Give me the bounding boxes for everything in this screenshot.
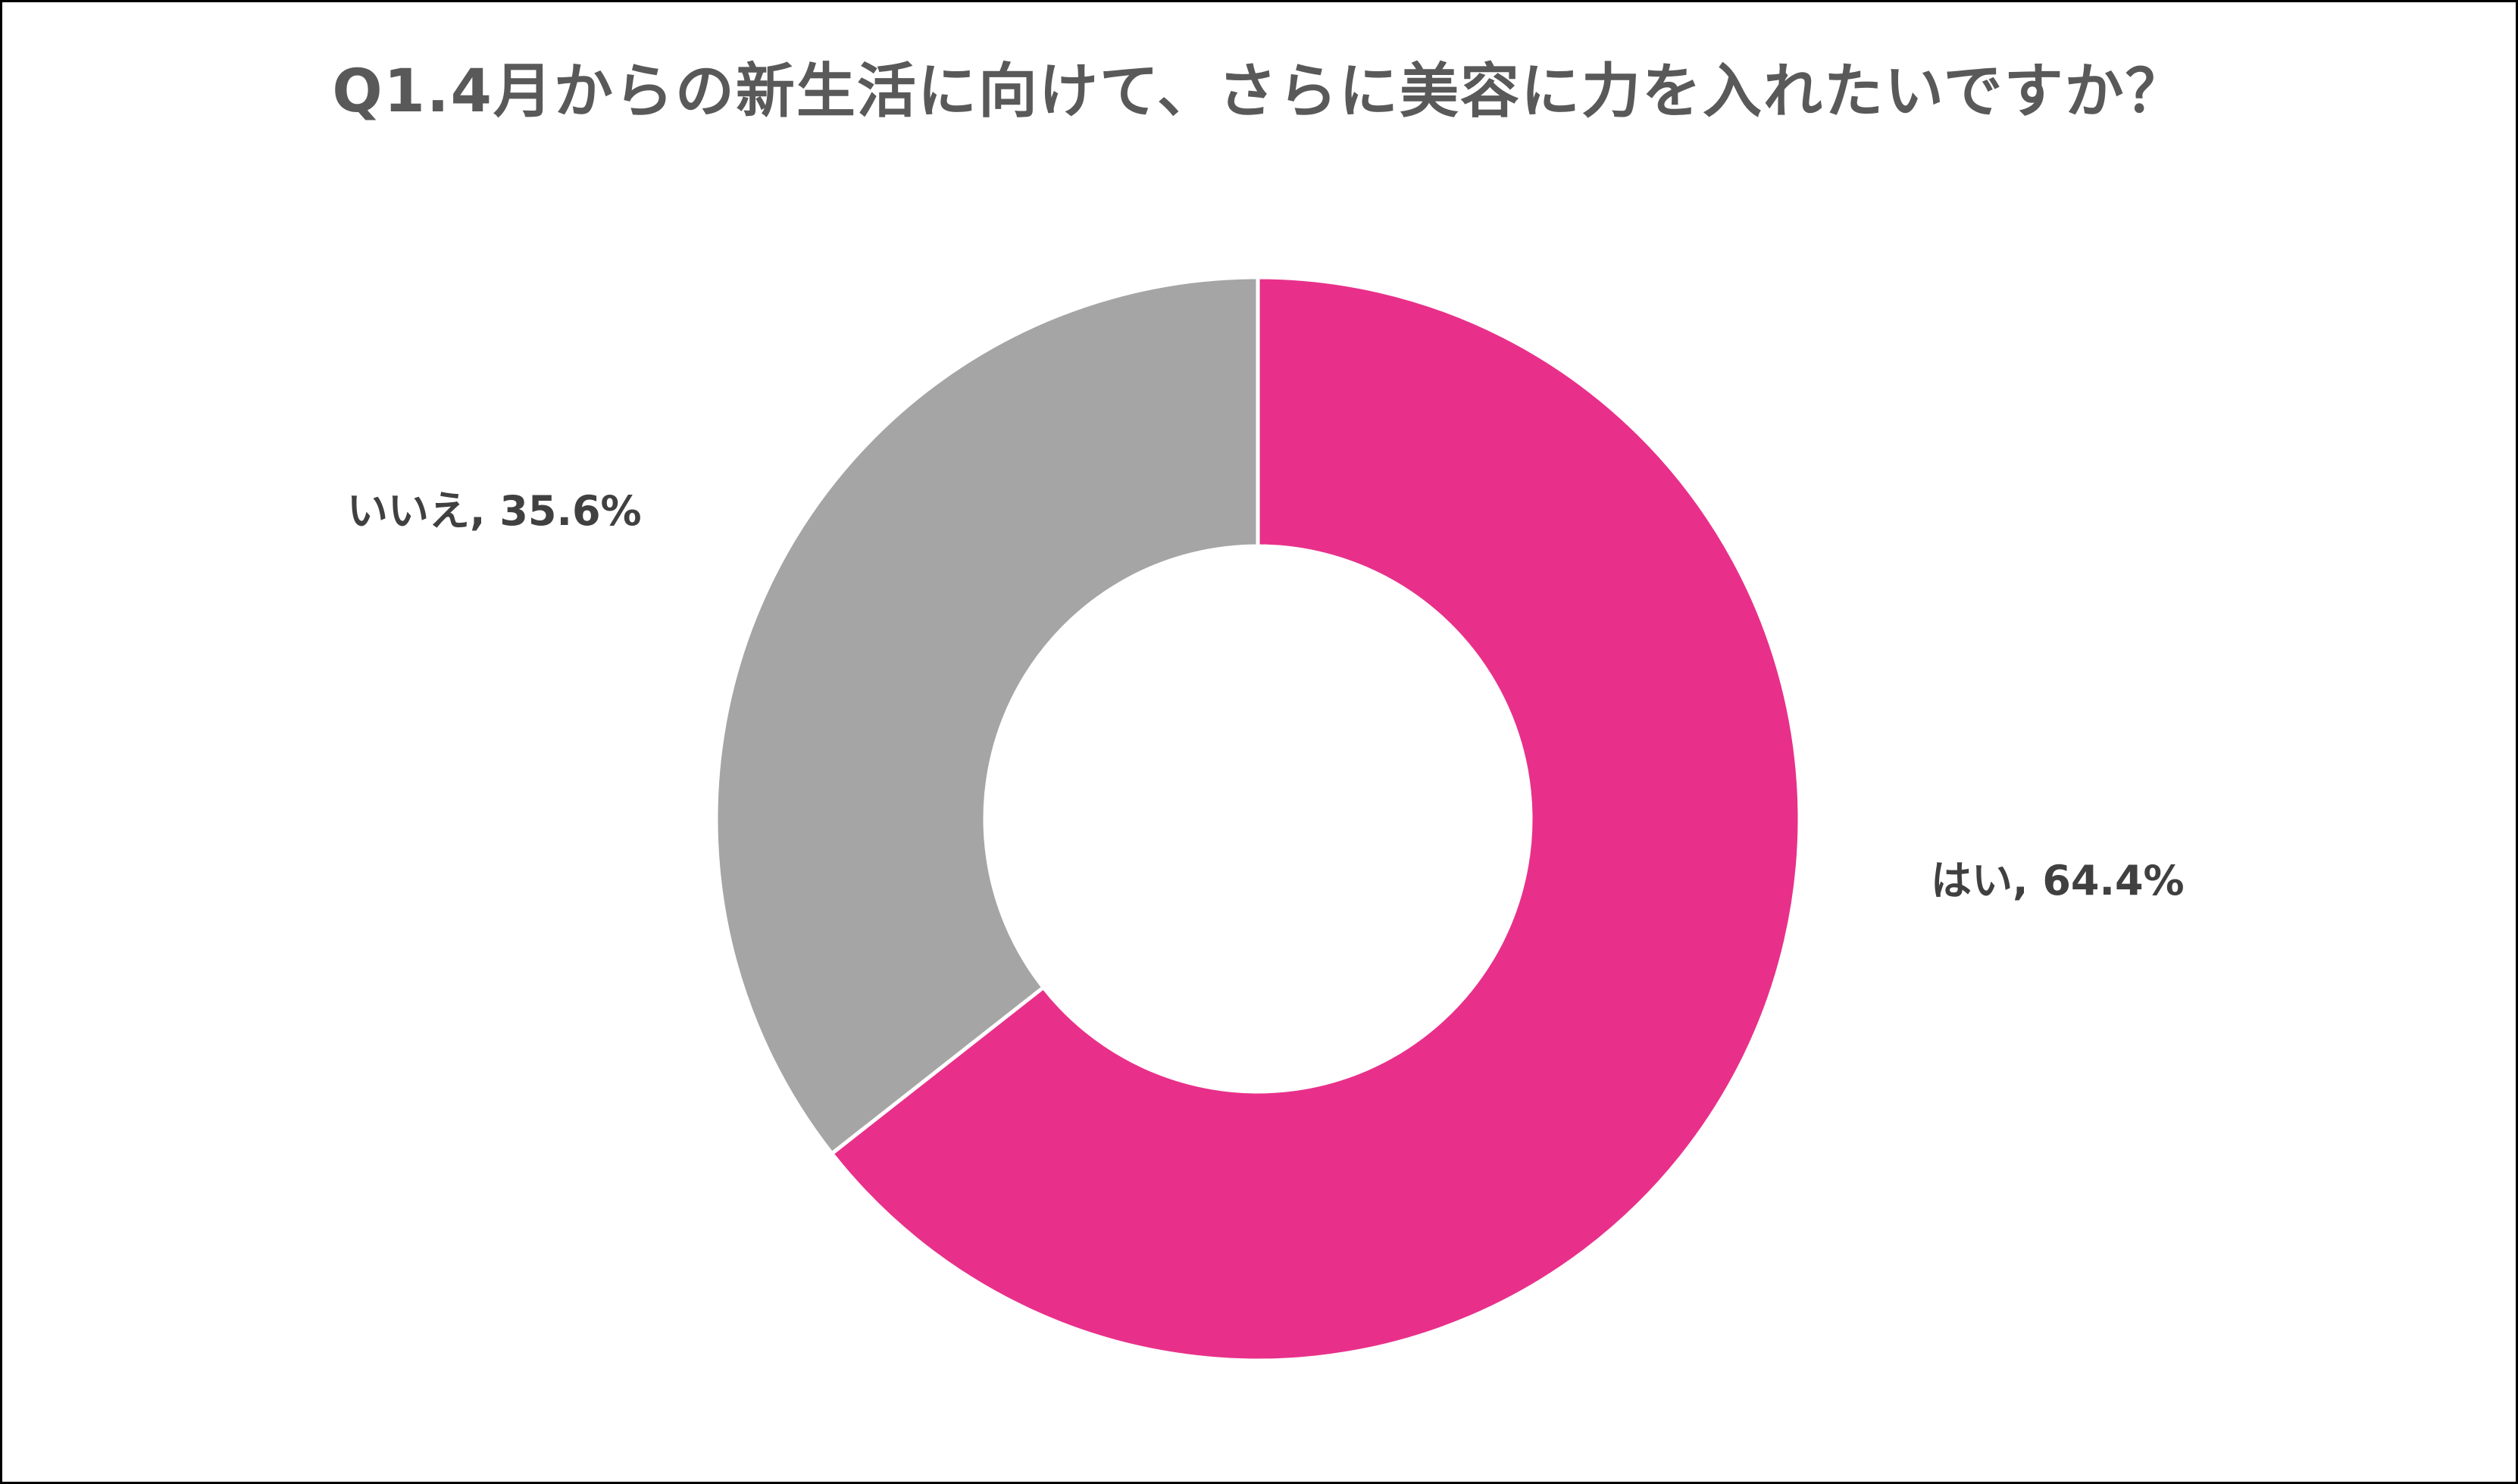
chart-title: Q1.4月からの新生活に向けて、さらに美容に力を入れたいですか？: [332, 58, 2186, 126]
data-label-no: いいえ, 35.6%: [347, 487, 642, 535]
slice-no: [714, 275, 1260, 1157]
data-label-yes: はい, 64.4%: [1931, 857, 2185, 904]
slice-yes: [829, 275, 1802, 1363]
